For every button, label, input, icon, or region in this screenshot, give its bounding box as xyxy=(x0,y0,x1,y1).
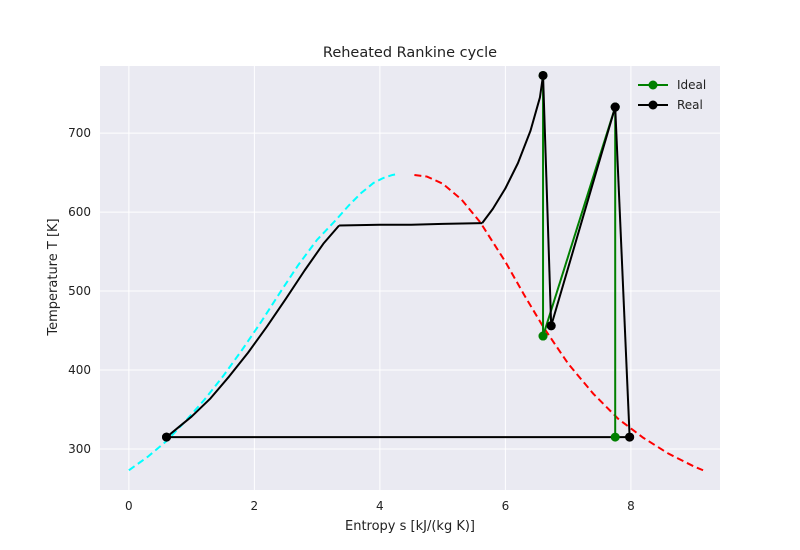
real-point xyxy=(538,70,548,80)
y-axis-label: Temperature T [K] xyxy=(46,218,61,336)
tick-labels: 0 2 4 6 8 300 400 500 600 700 xyxy=(68,126,635,513)
real-series-line xyxy=(165,224,340,438)
x-tick-label: 0 xyxy=(125,499,133,513)
ideal-point xyxy=(538,331,548,341)
real-series-line xyxy=(614,107,631,438)
x-tick-label: 6 xyxy=(502,499,510,513)
x-tick-label: 4 xyxy=(376,499,384,513)
real-series-line xyxy=(550,106,617,327)
real-point xyxy=(162,432,172,442)
y-tick-label: 700 xyxy=(68,126,91,140)
cycle-series xyxy=(162,70,635,442)
real-series-line xyxy=(339,222,483,227)
legend-ideal-marker xyxy=(648,80,658,90)
y-tick-label: 600 xyxy=(68,205,91,219)
real-point xyxy=(610,102,620,112)
real-point xyxy=(546,321,556,331)
legend-real-label: Real xyxy=(677,98,703,112)
chart-title: Reheated Rankine cycle xyxy=(323,45,497,61)
legend: Ideal Real xyxy=(638,78,706,112)
y-tick-label: 500 xyxy=(68,284,91,298)
real-point xyxy=(625,432,635,442)
legend-ideal-label: Ideal xyxy=(677,78,706,92)
x-axis-label: Entropy s [kJ/(kg K)] xyxy=(345,519,475,534)
real-series-line xyxy=(481,75,545,224)
y-tick-label: 400 xyxy=(68,363,91,377)
real-series-line xyxy=(542,75,553,326)
ideal-point xyxy=(610,432,620,442)
y-tick-label: 300 xyxy=(68,442,91,456)
x-tick-label: 2 xyxy=(251,499,259,513)
legend-real-marker xyxy=(648,100,658,110)
saturated-vapor-curve xyxy=(414,173,704,472)
x-tick-label: 8 xyxy=(627,499,635,513)
